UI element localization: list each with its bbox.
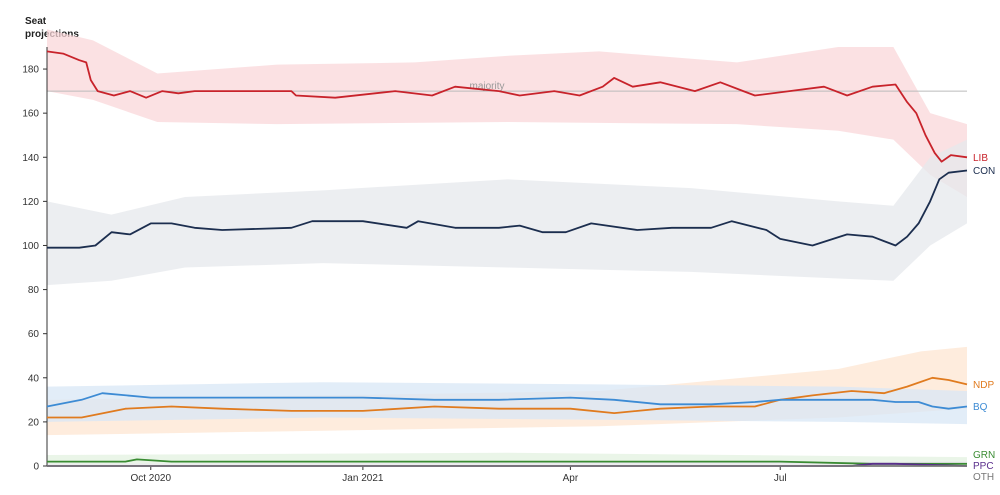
y-tick-label: 120 — [22, 197, 39, 208]
x-tick-label: Jan 2021 — [342, 473, 384, 484]
oth-end-label: OTH — [973, 472, 994, 483]
con-series-line — [47, 169, 968, 249]
y-tick-label: 80 — [28, 285, 40, 296]
bq-series-line — [46, 392, 968, 410]
lib-confidence-band — [47, 29, 967, 197]
x-tick-label: Oct 2020 — [130, 473, 171, 484]
grn-end-label: GRN — [973, 450, 995, 461]
y-tick-label: 40 — [28, 373, 40, 384]
majority-label: majority — [469, 81, 504, 92]
y-axis-title-line-1: Seat — [25, 16, 47, 27]
con-confidence-band — [47, 139, 967, 286]
ndp-series-line — [47, 376, 968, 419]
lib-series-line — [46, 50, 968, 163]
x-tick-label: Apr — [563, 473, 579, 484]
y-tick-label: 100 — [22, 241, 39, 252]
x-tick-label: Jul — [774, 473, 787, 484]
y-tick-label: 20 — [28, 417, 40, 428]
y-tick-label: 140 — [22, 153, 39, 164]
y-tick-label: 60 — [28, 329, 40, 340]
ndp-end-label: NDP — [973, 380, 994, 391]
y-tick-label: 0 — [33, 462, 39, 473]
y-tick-label: 160 — [22, 109, 39, 120]
lib-end-label: LIB — [973, 153, 988, 164]
bq-confidence-band — [47, 382, 967, 425]
grn-series-line — [47, 458, 967, 465]
y-tick-label: 180 — [22, 65, 39, 76]
ppc-end-label: PPC — [973, 461, 994, 472]
bq-end-label: BQ — [973, 402, 988, 413]
con-end-label: CON — [973, 166, 995, 177]
